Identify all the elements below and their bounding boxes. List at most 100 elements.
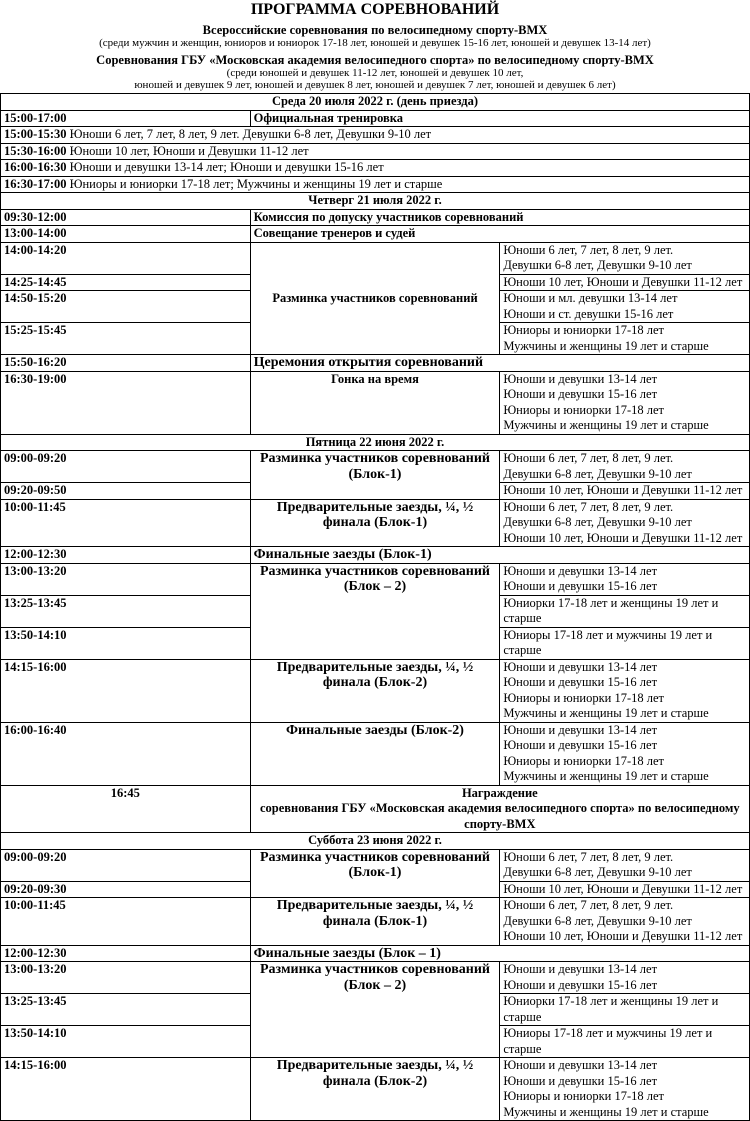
- schedule-row: 15:00-17:00 Официальная тренировка: [0, 109, 750, 127]
- group-item: Мужчины и женщины 19 лет и старше: [503, 1104, 709, 1119]
- day-title: Четверг 21 июля 2022 г.: [0, 192, 750, 210]
- groups-cell: Юноши и девушки 13-14 лет Юноши и девушки…: [499, 961, 750, 994]
- group-item: Юноши и девушки 13-14 лет: [503, 371, 658, 386]
- group-item: Юноши и девушки 13-14 лет: [503, 563, 658, 578]
- group-item: Юноши и девушки 15-16 лет: [503, 579, 658, 593]
- schedule-row: 10:00-11:45 Предварительные заезды, ¼, ½ …: [0, 897, 750, 946]
- groups-cell: Юниоры 17-18 лет и мужчины 19 лет и стар…: [499, 626, 750, 660]
- schedule-table: Среда 20 июля 2022 г. (день приезда) 15:0…: [0, 93, 750, 1121]
- group-item: Юноши и девушки 15-16 лет: [503, 738, 658, 752]
- award-subtitle: соревнования ГБУ «Московская академия ве…: [259, 801, 740, 831]
- document-header: ПРОГРАММА СОРЕВНОВАНИЙ Всероссийские сор…: [0, 0, 750, 91]
- schedule-line: 16:00-16:30 Юноши и девушки 13-14 лет; Ю…: [0, 159, 750, 177]
- schedule-row: 09:20-09:30 Юноши 10 лет, Юноши и Девушки…: [0, 880, 750, 898]
- group-item: Юниорки 17-18 лет и женщины 19 лет и ста…: [503, 994, 719, 1024]
- day-header-row: Четверг 21 июля 2022 г.: [0, 192, 750, 210]
- group-item: Юноши 10 лет, Юноши и Девушки 11-12 лет: [503, 929, 743, 943]
- time-cell: 13:25-13:45: [0, 594, 251, 628]
- schedule-row: 16:00-16:40 Финальные заезды (Блок-2) Юнош…: [0, 721, 750, 786]
- groups-cell: Юноши и девушки 13-14 лет Юноши и девушки…: [499, 370, 750, 435]
- groups-cell: Юниорки 17-18 лет и женщины 19 лет и ста…: [499, 594, 750, 628]
- group-item: Юноши и ст. девушки 15-16 лет: [503, 306, 674, 321]
- time-label: 16:30-17:00: [4, 176, 67, 191]
- time-cell: 13:00-13:20: [0, 961, 251, 994]
- schedule-row: 13:00-14:00 Совещание тренеров и судей: [0, 225, 750, 243]
- activity-cell: Финальные заезды (Блок – 1): [249, 944, 750, 962]
- schedule-row: 09:30-12:00 Комиссия по допуску участнико…: [0, 208, 750, 226]
- group-item: Юниоры и юниорки 17-18 лет: [503, 753, 665, 768]
- activity-cell: Разминка участников соревнований: [249, 241, 501, 355]
- time-cell: 09:20-09:50: [0, 482, 251, 500]
- group-item: Юноши и девушки 15-16 лет: [503, 387, 658, 401]
- time-cell: 10:00-11:45: [0, 498, 251, 547]
- time-cell: 13:50-14:10: [0, 1025, 251, 1058]
- group-item: Юноши 6 лет, 7 лет, 8 лет, 9 лет.: [503, 242, 674, 257]
- groups-cell: Юниоры и юниорки 17-18 лет Мужчины и женщ…: [499, 322, 750, 355]
- group-item: Юниоры 17-18 лет и мужчины 19 лет и стар…: [503, 627, 713, 658]
- group-item: Мужчины и женщины 19 лет и старше: [503, 338, 709, 353]
- activity-cell: Разминка участников соревнований (Блок-1…: [249, 450, 501, 500]
- schedule-row: 13:00-13:20 Разминка участников соревнова…: [0, 562, 750, 660]
- activity-cell: Гонка на время: [249, 370, 501, 435]
- schedule-row: 12:00-12:30 Финальные заезды (Блок – 1): [0, 944, 750, 962]
- activity-cell: Финальные заезды (Блок-1): [249, 546, 750, 564]
- group-item: Юниоры 17-18 лет и мужчины 19 лет и стар…: [503, 1026, 713, 1056]
- schedule-row: 13:50-14:10 Юниоры 17-18 лет и мужчины 19…: [0, 626, 750, 660]
- group-item: Юноши и девушки 13-14 лет: [503, 722, 658, 737]
- time-cell: 13:00-14:00: [0, 225, 251, 243]
- day-header-row: Среда 20 июля 2022 г. (день приезда): [0, 93, 750, 111]
- group-item: Юноши и девушки 15-16 лет: [503, 675, 658, 689]
- group-item: Мужчины и женщины 19 лет и старше: [503, 706, 709, 720]
- time-cell: 14:25-14:45: [0, 273, 251, 291]
- time-cell: 15:25-15:45: [0, 322, 251, 355]
- schedule-row: 14:00-14:20 Разминка участников соревнова…: [0, 241, 750, 355]
- day-title: Суббота 23 июня 2022 г.: [0, 832, 750, 850]
- groups-cell: Юноши и девушки 13-14 лет Юноши и девушки…: [499, 1057, 750, 1121]
- schedule-line: 15:30-16:00 Юноши 10 лет, Юноши и Девушк…: [0, 142, 750, 160]
- group-item: Юниоры и юниорки 17-18 лет: [503, 690, 665, 705]
- activity-cell: Предварительные заезды, ¼, ½ финала (Бло…: [249, 897, 501, 946]
- groups-cell: Юноши 10 лет, Юноши и Девушки 11-12 лет: [499, 880, 750, 898]
- time-cell: 15:00-17:00: [0, 109, 251, 127]
- schedule-row: 09:00-09:20 Разминка участников соревнова…: [0, 450, 750, 500]
- day-title: Среда 20 июля 2022 г. (день приезда): [0, 93, 750, 111]
- schedule-row: 09:20-09:50 Юноши 10 лет, Юноши и Девушки…: [0, 482, 750, 500]
- schedule-row: 14:15-16:00 Предварительные заезды, ¼, ½ …: [0, 658, 750, 723]
- group-item: Юноши 6 лет, 7 лет, 8 лет, 9 лет.: [503, 451, 674, 465]
- activity-cell: Разминка участников соревнований (Блок –…: [249, 562, 501, 660]
- schedule-line: 16:30-17:00 Юниоры и юниорки 17-18 лет; …: [0, 175, 750, 193]
- group-item: Девушки 6-8 лет, Девушки 9-10 лет: [503, 913, 692, 928]
- time-cell: 13:50-14:10: [0, 626, 251, 660]
- time-cell: 16:30-19:00: [0, 370, 251, 435]
- groups-cell: Юноши 6 лет, 7 лет, 8 лет, 9 лет. Девушки…: [499, 450, 750, 483]
- time-cell: 13:25-13:45: [0, 993, 251, 1026]
- group-item: Девушки 6-8 лет, Девушки 9-10 лет: [503, 258, 692, 272]
- time-cell: 12:00-12:30: [0, 546, 251, 564]
- time-cell: 14:15-16:00: [0, 1057, 251, 1121]
- groups-cell: Юноши 6 лет, 7 лет, 8 лет, 9 лет. Девушки…: [499, 241, 750, 275]
- group-item: Юниоры и юниорки 17-18 лет: [503, 402, 665, 417]
- groups-cell: Юноши 6 лет, 7 лет, 8 лет, 9 лет. Девушки…: [499, 498, 750, 547]
- time-cell: 14:15-16:00: [0, 658, 251, 723]
- subtitle-all-russian: Всероссийские соревнования по велосипедн…: [202, 23, 548, 37]
- schedule-row: 15:50-16:20 Церемония открытия соревнован…: [0, 354, 750, 372]
- group-item: Девушки 6-8 лет, Девушки 9-10 лет: [503, 515, 692, 529]
- groups-cell: Юноши 10 лет, Юноши и Девушки 11-12 лет: [499, 273, 750, 291]
- groups-cell: Юноши и девушки 13-14 лет Юноши и девушки…: [499, 721, 750, 786]
- group-item: Юноши 10 лет, Юноши и Девушки 11-12 лет: [503, 483, 743, 497]
- day-title: Пятница 22 июня 2022 г.: [0, 433, 750, 451]
- day-header-row: Суббота 23 июня 2022 г.: [0, 832, 750, 850]
- group-item: Юноши 10 лет, Юноши и Девушки 11-12 лет: [503, 530, 743, 545]
- time-cell: 15:50-16:20: [0, 354, 251, 372]
- schedule-row: 13:00-13:20 Разминка участников соревнова…: [0, 961, 750, 1058]
- groups-cell: Юниорки 17-18 лет и женщины 19 лет и ста…: [499, 993, 750, 1026]
- group-item: Мужчины и женщины 19 лет и старше: [503, 769, 709, 783]
- activity-cell: Предварительные заезды, ¼, ½ финала (Бло…: [249, 1057, 501, 1121]
- groups-cell: Юноши и девушки 13-14 лет Юноши и девушки…: [499, 658, 750, 723]
- schedule-row: 14:50-15:20 Юноши и мл. девушки 13-14 лет…: [0, 290, 750, 323]
- time-cell: 13:00-13:20: [0, 562, 251, 596]
- groups-text: Юниоры и юниорки 17-18 лет; Мужчины и же…: [69, 176, 443, 191]
- activity-cell: Финальные заезды (Блок-2): [249, 721, 501, 786]
- group-item: Юниоры и юниорки 17-18 лет: [503, 323, 665, 337]
- time-cell: 09:30-12:00: [0, 208, 251, 226]
